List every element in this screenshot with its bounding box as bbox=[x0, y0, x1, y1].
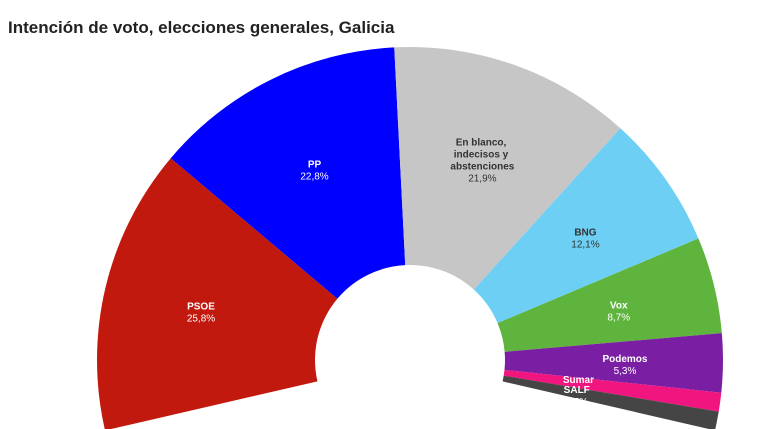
slice bbox=[97, 158, 338, 429]
value-label: 1,7% bbox=[565, 397, 588, 408]
slice-label: Podemos bbox=[602, 354, 647, 365]
slice-label: PSOE bbox=[187, 302, 215, 313]
slice bbox=[502, 375, 719, 429]
slice bbox=[473, 128, 699, 324]
slice bbox=[170, 47, 406, 299]
slice-label: Vox bbox=[610, 300, 628, 311]
slice bbox=[503, 369, 722, 412]
chart-title: Intención de voto, elecciones generales,… bbox=[8, 18, 395, 37]
slice-label: Sumar bbox=[563, 375, 594, 386]
value-label: 25,8% bbox=[187, 314, 215, 325]
value-label: 12,1% bbox=[571, 240, 599, 251]
slice-label: BNG bbox=[574, 228, 596, 239]
slice bbox=[394, 47, 621, 290]
value-label: 22,8% bbox=[300, 171, 328, 182]
value-label: 8,7% bbox=[607, 312, 630, 323]
slice bbox=[497, 238, 722, 352]
slice-label: En blanco, indecisos y abstenciones bbox=[450, 138, 514, 173]
slice-label: PP bbox=[308, 159, 322, 170]
value-label: 21,9% bbox=[468, 174, 496, 185]
value-label: 5,3% bbox=[614, 366, 637, 377]
slice-label: SALF bbox=[564, 385, 590, 396]
slice bbox=[504, 333, 723, 393]
